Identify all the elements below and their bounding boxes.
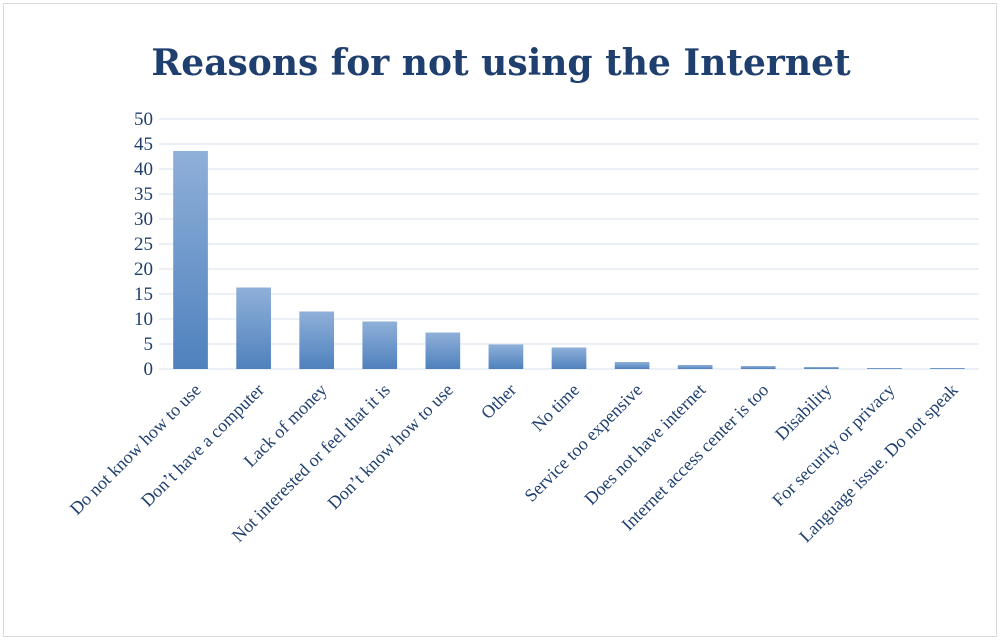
bar-7 bbox=[551, 347, 587, 369]
x-category-label: Don’t have a computer bbox=[137, 380, 268, 511]
bars bbox=[173, 151, 965, 369]
bar-5 bbox=[425, 332, 461, 369]
bar-12 bbox=[867, 368, 902, 369]
x-category-label: Don’t know how to use bbox=[324, 380, 457, 513]
y-tick-label: 20 bbox=[134, 259, 153, 280]
x-category-label: Other bbox=[477, 380, 520, 423]
bar-2 bbox=[236, 287, 271, 369]
bar-13 bbox=[930, 368, 965, 369]
bar-1 bbox=[173, 151, 208, 369]
y-axis-ticks: 0 5 10 15 20 25 30 35 40 45 50 bbox=[134, 109, 153, 380]
y-tick-label: 30 bbox=[134, 209, 153, 230]
y-tick-label: 5 bbox=[144, 334, 154, 355]
y-tick-label: 10 bbox=[134, 309, 153, 330]
chart-frame: Reasons for not using the Internet 0 5 10 1… bbox=[3, 3, 997, 637]
chart-title: Reasons for not using the Internet bbox=[151, 42, 851, 84]
y-tick-label: 50 bbox=[134, 109, 153, 130]
bar-9 bbox=[677, 365, 713, 369]
y-tick-label: 25 bbox=[134, 234, 153, 255]
bar-8 bbox=[614, 362, 650, 369]
x-category-label: Service too expensive bbox=[520, 380, 646, 506]
x-category-label: Does not have internet bbox=[580, 380, 709, 509]
y-tick-label: 45 bbox=[134, 134, 153, 155]
y-tick-label: 0 bbox=[144, 359, 154, 380]
bar-chart: 0 5 10 15 20 25 30 35 40 45 50 Do not know how to … bbox=[66, 109, 979, 546]
x-category-label: Disability bbox=[771, 380, 835, 444]
bar-4 bbox=[362, 321, 398, 369]
y-tick-label: 35 bbox=[134, 184, 153, 205]
bar-6 bbox=[488, 344, 524, 369]
bar-10 bbox=[740, 366, 776, 369]
x-category-label: No time bbox=[528, 380, 584, 436]
grid-lines bbox=[159, 118, 979, 370]
y-tick-label: 40 bbox=[134, 159, 153, 180]
bar-3 bbox=[299, 311, 335, 369]
bar-11 bbox=[803, 367, 839, 369]
x-category-label: For security or privacy bbox=[768, 380, 898, 510]
y-tick-label: 15 bbox=[134, 284, 153, 305]
